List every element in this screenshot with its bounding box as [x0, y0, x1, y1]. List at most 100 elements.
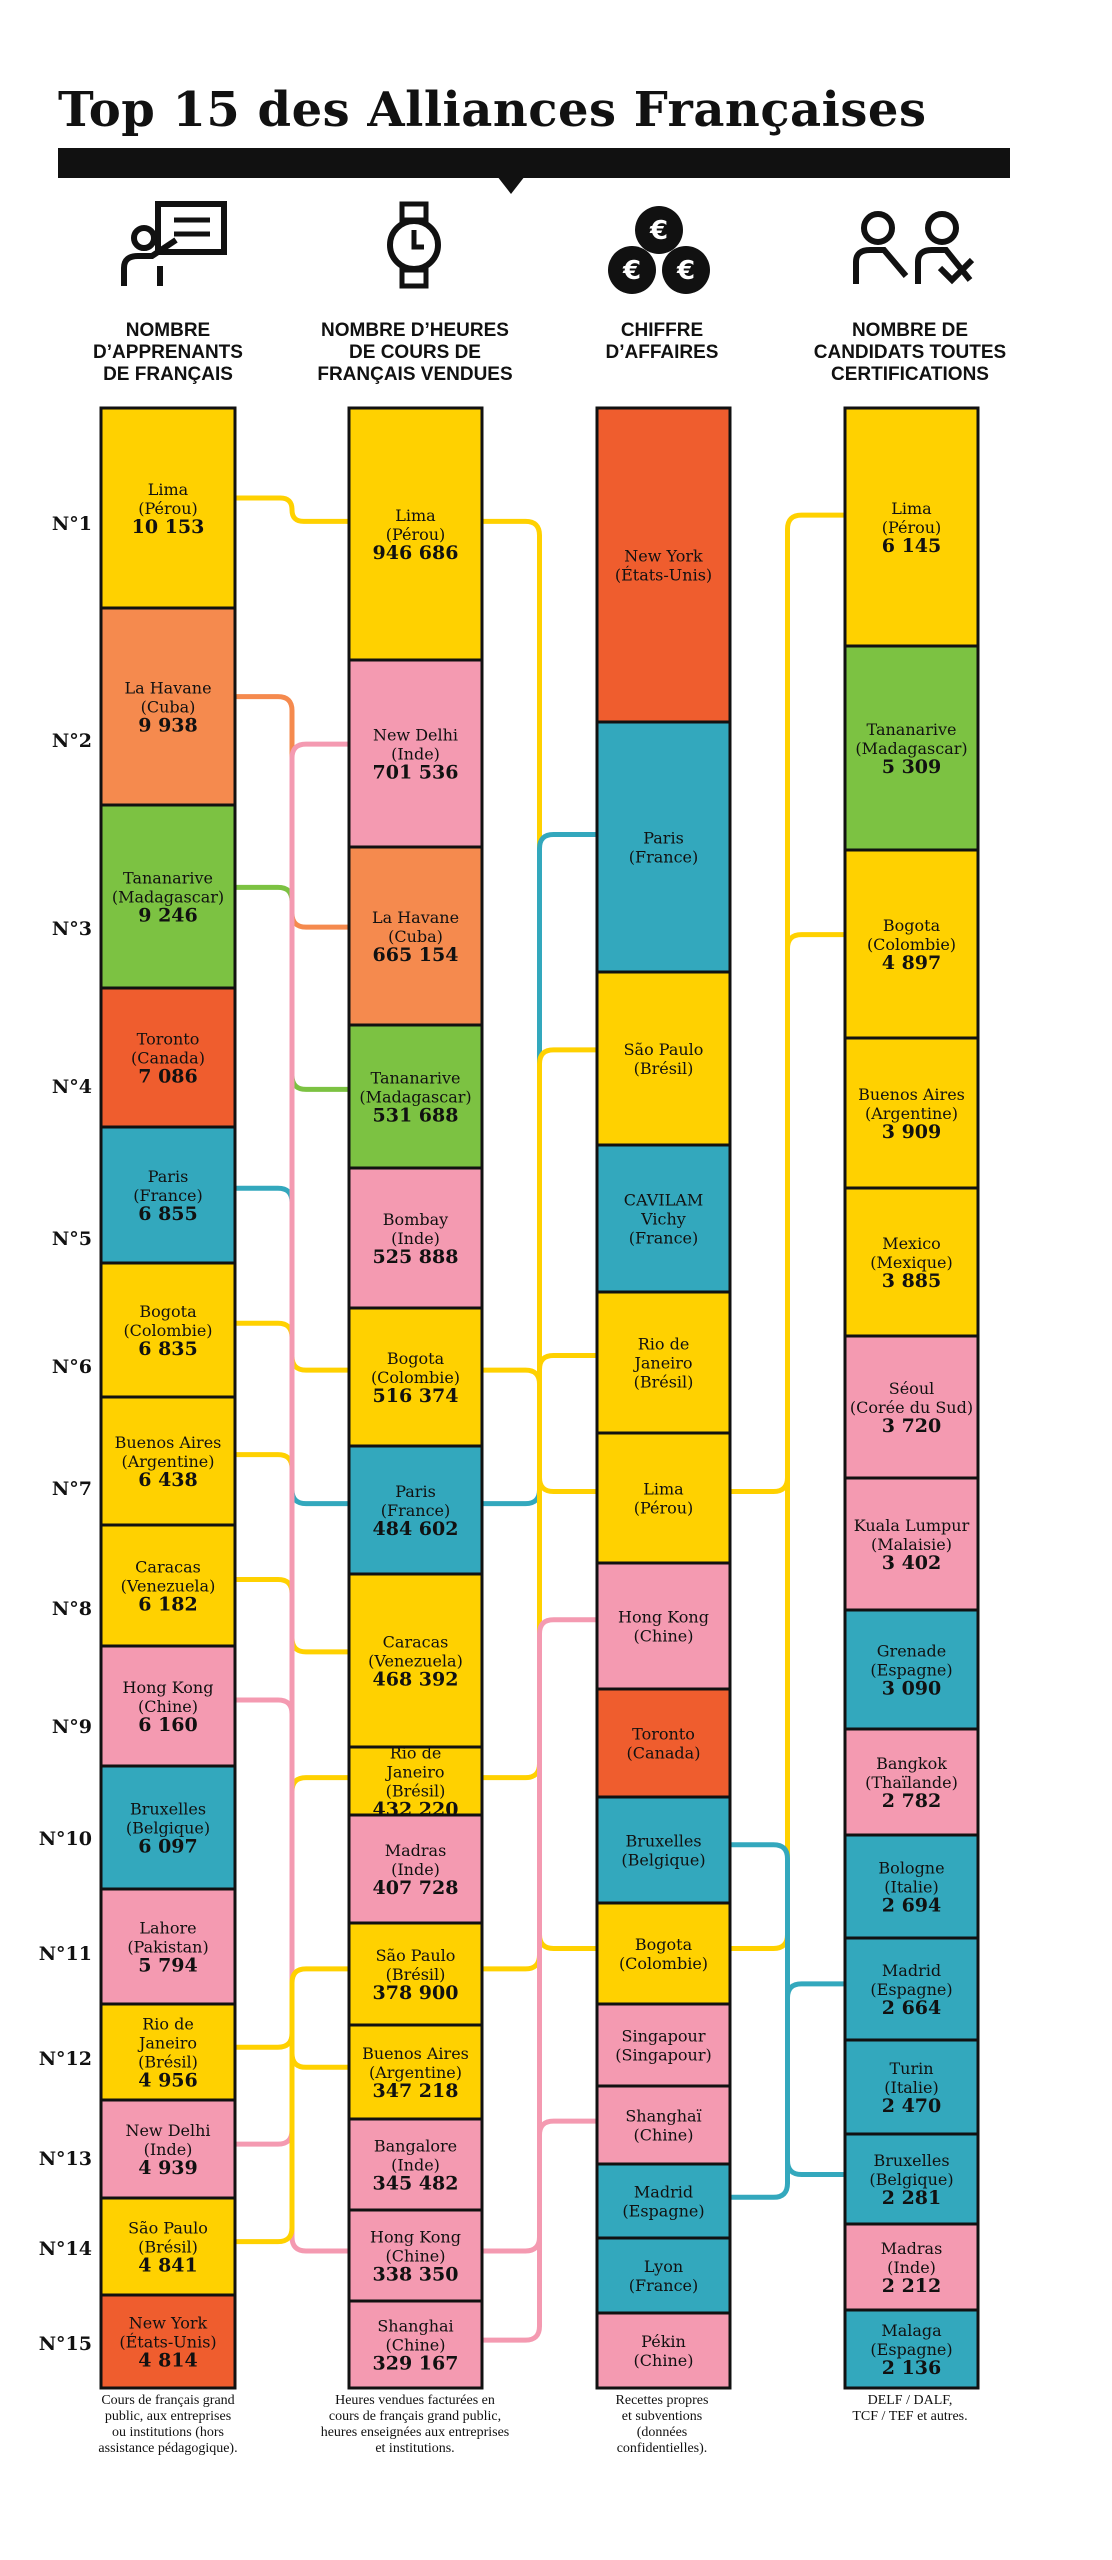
cell-city: La Havane: [124, 679, 211, 698]
rank-label: N°11: [38, 1943, 92, 1965]
cell-city: Paris: [643, 829, 684, 848]
cell-country: (Pérou): [386, 525, 446, 544]
column-header-heures: NOMBRE D’HEURES DE COURS DE FRANÇAIS VEN…: [317, 320, 513, 385]
cell-block: [99, 1644, 237, 1768]
cell-value: 4 841: [138, 2255, 198, 2277]
cell: Paris(France): [595, 720, 732, 974]
page-title: Top 15 des Alliances Françaises: [58, 82, 927, 138]
cell-block: [347, 1444, 484, 1576]
cell-value: 4 939: [138, 2157, 198, 2179]
cell-block: [595, 1143, 732, 1294]
cell-value: 5 794: [138, 1955, 198, 1977]
cell-city: New York: [129, 2314, 208, 2333]
cell-city: CAVILAM: [624, 1191, 703, 1210]
cell-city: Buenos Aires: [115, 1433, 222, 1452]
cell-country: (Thaïlande): [865, 1773, 958, 1792]
cell-country: (Chine): [386, 2336, 446, 2355]
cell-value: 2 136: [882, 2357, 942, 2379]
cell-country: (Malaisie): [871, 1535, 952, 1554]
cell-value: 6 160: [138, 1714, 198, 1736]
footnote-chiffre-affaires: Recettes propres et subventions (données…: [615, 2393, 709, 2456]
cell: Séoul(Corée du Sud)3 720: [843, 1334, 980, 1480]
cell-city: Madras: [881, 2239, 943, 2258]
cell-city: Lyon: [644, 2257, 683, 2276]
cell-block: [595, 406, 732, 724]
cell-city: Janeiro: [137, 2034, 197, 2053]
cell-city: New Delhi: [373, 726, 458, 745]
cell-city: Hong Kong: [123, 1678, 214, 1697]
cell-city: Bogota: [387, 1349, 445, 1368]
cell: Toronto(Canada)7 086: [99, 986, 237, 1129]
cell-block: [99, 1125, 237, 1265]
cell: Caracas(Venezuela)468 392: [347, 1572, 484, 1749]
cell-value: 3 885: [882, 1270, 942, 1292]
cell-city: Shanghai: [377, 2317, 453, 2336]
cell-block: [843, 848, 980, 1040]
cell: Lima(Pérou)946 686: [347, 406, 484, 662]
cell-country: (France): [629, 1229, 699, 1248]
cell-block: [843, 1608, 980, 1731]
cell-value: 6 438: [138, 1469, 198, 1491]
cell-block: [843, 644, 980, 852]
cell: São Paulo(Brésil): [595, 970, 732, 1147]
cell-city: Toronto: [632, 1725, 695, 1744]
cell-city: New Delhi: [125, 2121, 210, 2140]
cell: Buenos Aires(Argentine)347 218: [347, 2023, 484, 2121]
cell-city: Bogota: [635, 1935, 693, 1954]
cell: New Delhi(Inde)701 536: [347, 658, 484, 849]
cell-city: Tananarive: [371, 1069, 461, 1088]
cell-city: Grenade: [877, 1642, 946, 1661]
connector-saopaulo-1-2: [232, 1966, 352, 2245]
rank-label: N°7: [51, 1478, 92, 1500]
title-rule-notch: [497, 176, 525, 194]
cell-block: [595, 2002, 732, 2088]
cell-country: (France): [381, 1501, 451, 1520]
cell: Bruxelles(Belgique): [595, 1795, 732, 1905]
svg-text:€: €: [676, 256, 695, 286]
cell-value: 2 782: [882, 1790, 942, 1812]
cell: Toronto(Canada): [595, 1687, 732, 1799]
cell-country: (Argentine): [369, 2063, 462, 2082]
connector-saopaulo-2-3: [479, 1047, 600, 1972]
rank-label: N°15: [38, 2333, 92, 2355]
cell-block: [347, 1306, 484, 1448]
cell: Bogota(Colombie)6 835: [99, 1261, 237, 1399]
cell-block: [595, 2311, 732, 2390]
cell-city: Caracas: [135, 1558, 201, 1577]
cell-country: (Belgique): [126, 1819, 210, 1838]
cell-value: 3 720: [882, 1415, 942, 1437]
cell-country: (Pakistan): [127, 1938, 208, 1957]
cell-country: (Inde): [391, 1860, 440, 1879]
cell-country: (Argentine): [121, 1452, 214, 1471]
cell: Bangkok(Thaïlande)2 782: [843, 1727, 980, 1837]
cell-block: [595, 1795, 732, 1905]
cell-city: Vichy: [640, 1210, 686, 1229]
cell: Shanghai(Chine)329 167: [347, 2299, 484, 2390]
cell-city: Lima: [891, 499, 932, 518]
cell-block: [843, 2222, 980, 2312]
cell-block: [347, 1745, 484, 1817]
cell-country: (Espagne): [870, 2340, 952, 2359]
connector-bogota-3-4: [727, 932, 848, 1951]
cell-city: Bogota: [139, 1302, 197, 1321]
cell-city: Lima: [395, 506, 436, 525]
cell-city: La Havane: [372, 908, 459, 927]
cell-city: São Paulo: [624, 1040, 704, 1059]
cell-city: Bogota: [883, 916, 941, 935]
footnote-heures: Heures vendues facturées en cours de fra…: [320, 2393, 510, 2456]
cell-country: (États-Unis): [119, 2332, 216, 2352]
cell-country: (Inde): [144, 2140, 193, 2159]
cell-country: (Madagascar): [112, 888, 224, 907]
cell-value: 6 182: [138, 1594, 198, 1616]
cell-block: [347, 2299, 484, 2390]
cell-country: (Venezuela): [368, 1652, 463, 1671]
svg-text:€: €: [622, 256, 641, 286]
cell-block: [99, 2293, 237, 2390]
cell: Tananarive(Madagascar)531 688: [347, 1023, 484, 1170]
cell-country: (Espagne): [622, 2202, 704, 2221]
